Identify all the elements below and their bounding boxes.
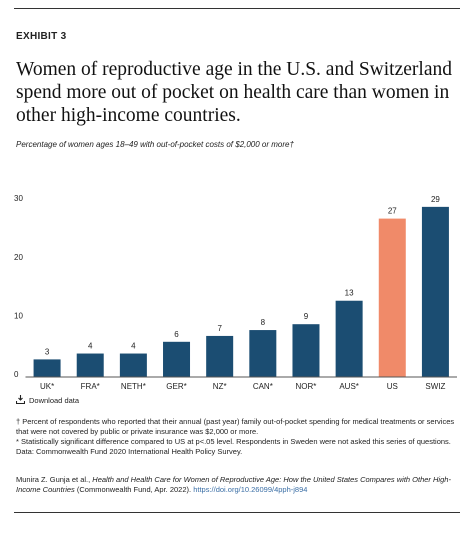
bar [163, 341, 191, 377]
note: * Statistically significant difference c… [16, 437, 451, 446]
bar [206, 335, 234, 377]
bar [76, 353, 104, 377]
value-label: 6 [174, 330, 179, 339]
x-tick-label: NETH* [121, 382, 146, 391]
value-label: 3 [45, 347, 50, 356]
x-tick-label: UK* [40, 382, 54, 391]
value-label: 27 [388, 207, 397, 216]
x-tick-label: US [387, 382, 398, 391]
download-icon [15, 395, 26, 405]
bar [421, 206, 449, 377]
value-label: 4 [131, 342, 136, 351]
value-label: 8 [261, 318, 266, 327]
value-label: 13 [345, 289, 354, 298]
y-tick-label: 30 [14, 194, 23, 203]
citation-authors: Munira Z. Gunja et al., [16, 475, 93, 484]
notes: † Percent of respondents who reported th… [16, 417, 462, 457]
note: Data: Commonwealth Fund 2020 Internation… [16, 447, 243, 456]
note: † Percent of respondents who reported th… [16, 417, 455, 436]
x-tick-label: GER* [166, 382, 186, 391]
bar [33, 359, 61, 377]
bar [335, 300, 363, 377]
x-tick-label: FRA* [81, 382, 100, 391]
bar [292, 324, 320, 377]
bar [249, 330, 277, 377]
x-tick-label: NZ* [213, 382, 227, 391]
y-tick-label: 10 [14, 311, 23, 320]
top-rule [14, 8, 460, 9]
x-tick-label: SWIZ [425, 382, 445, 391]
citation-publisher: (Commonwealth Fund, Apr. 2022). [74, 485, 194, 494]
bar [378, 218, 406, 377]
bottom-rule [14, 512, 460, 513]
x-tick-label: CAN* [253, 382, 273, 391]
citation: Munira Z. Gunja et al., Health and Healt… [16, 475, 462, 495]
exhibit-label: EXHIBIT 3 [16, 31, 67, 42]
y-tick-label: 0 [14, 370, 19, 379]
value-label: 4 [88, 342, 93, 351]
value-label: 9 [304, 312, 309, 321]
download-link[interactable]: Download data [15, 395, 80, 405]
download-text[interactable]: Download data [29, 396, 80, 405]
citation-link[interactable]: https://doi.org/10.26099/4pph-j894 [193, 485, 308, 494]
citation-title: Health and Health Care for Women of Repr… [16, 475, 451, 494]
chart: 0 10 20 30 UK* 3 FRA* 4 NETH* 4 GER* 6 NZ* 7 CAN* 8 NOR*… [14, 194, 457, 391]
value-label: 7 [217, 324, 222, 333]
value-label: 29 [431, 195, 440, 204]
x-tick-label: NOR* [296, 382, 317, 391]
y-tick-label: 20 [14, 253, 23, 262]
chart-subtitle: Percentage of women ages 18–49 with out-… [16, 140, 294, 149]
chart-title: Women of reproductive age in the U.S. an… [16, 59, 452, 126]
bar [119, 353, 147, 377]
x-tick-label: AUS* [339, 382, 359, 391]
